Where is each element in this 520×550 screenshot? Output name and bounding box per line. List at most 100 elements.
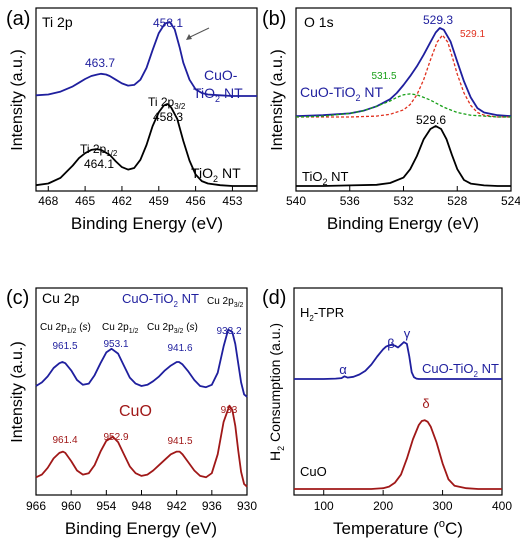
panel-b-title: O 1s (304, 14, 334, 30)
gamma-label: γ (404, 326, 411, 341)
panel-d-x-ticks: 100 200 300 400 (314, 490, 512, 513)
legend-cuo-tio2-b: CuO-TiO2 NT (300, 84, 384, 103)
panel-c-x-ticks: 966 960 954 948 942 936 930 (26, 490, 257, 513)
x-tick-label: 954 (96, 499, 116, 513)
panel-b: (b) O 1s Intensity (a.u.) Binding Energy… (262, 7, 520, 233)
panel-a-label: (a) (6, 8, 30, 30)
legend-tio2-b: TiO2 NT (302, 169, 348, 187)
panel-a-frame (35, 7, 258, 192)
legend-cuo-d: CuO (300, 464, 327, 479)
x-tick-label: 400 (492, 499, 512, 513)
peak-label-529-3: 529.3 (423, 13, 453, 27)
x-tick-label: 300 (433, 499, 453, 513)
peak-961-4: 961.4 (52, 435, 77, 446)
x-tick-label: 200 (373, 499, 393, 513)
peak-933: 933 (221, 405, 238, 416)
delta-label: δ (422, 396, 429, 411)
alpha-label: α (339, 362, 347, 377)
legend-cuo-tio2: TiO2 NT (193, 85, 243, 104)
x-tick-label: 459 (149, 194, 169, 208)
panel-a-xlabel: Binding Energy (eV) (71, 214, 223, 233)
beta-label: β (387, 336, 394, 351)
series-line-0 (294, 341, 502, 380)
x-tick-label: 100 (314, 499, 334, 513)
legend-cuo-c: CuO (119, 403, 152, 420)
x-tick-label: 453 (222, 194, 242, 208)
panel-c-label: (c) (6, 287, 29, 309)
x-tick-label: 960 (61, 499, 81, 513)
panel-d-ylabel: H2 Consumption (a.u.) (267, 323, 286, 461)
label-cu2p12-s: Cu 2p1/2 (s) (40, 322, 91, 335)
panel-d-xlabel: Temperature (oC) (333, 518, 463, 538)
peak-933-2: 933.2 (216, 326, 241, 337)
peak-label-531-5: 531.5 (371, 71, 396, 82)
label-cu2p12: Cu 2p1/2 (102, 322, 139, 335)
peak-label-458-3: 458.3 (153, 110, 183, 124)
panel-a-x-ticks: 468 465 462 459 456 453 (38, 186, 243, 208)
series-line-1 (35, 103, 257, 187)
panel-d-series (294, 341, 502, 490)
panel-b-label: (b) (262, 8, 286, 30)
peak-953-1: 953.1 (103, 339, 128, 350)
peak-label-458-1: 458.1 (153, 16, 183, 30)
peak-961-5: 961.5 (52, 341, 77, 352)
panel-c-xlabel: Binding Energy (eV) (65, 519, 217, 538)
panel-b-annotations: 529.3 529.1 531.5 CuO-TiO2 NT 529.6 TiO2… (300, 13, 485, 187)
label-cu2p32: Cu 2p3/2 (207, 296, 244, 309)
panel-a-annotations: 463.7 458.1 Ti 2p3/2 458.3 Ti 2p1/2 464.… (80, 16, 243, 184)
x-tick-label: 942 (167, 499, 187, 513)
x-tick-label: 966 (26, 499, 46, 513)
panel-d-annotations: α β γ CuO-TiO2 NT δ CuO (300, 326, 499, 479)
peak-952-9: 952.9 (103, 432, 128, 443)
peak-label-529-6: 529.6 (416, 113, 446, 127)
panel-c-title: Cu 2p (42, 290, 80, 306)
ti2p12-label: Ti 2p1/2 (80, 142, 118, 158)
series-line-3 (296, 125, 511, 187)
x-tick-label: 540 (286, 194, 306, 208)
peak-941-6: 941.6 (167, 343, 192, 354)
panel-b-series (295, 27, 512, 187)
x-tick-label: 456 (186, 194, 206, 208)
panel-c: (c) Cu 2p Intensity (a.u.) Binding Energ… (6, 287, 257, 538)
legend-cuo-tio2-c: CuO-TiO2 NT (122, 291, 199, 309)
panel-a-ylabel: Intensity (a.u.) (9, 49, 26, 150)
x-tick-label: 465 (75, 194, 95, 208)
panel-d-title: H2-TPR (300, 305, 344, 323)
peak-941-5: 941.5 (167, 436, 192, 447)
panel-d: (d) H2-TPR H2 Consumption (a.u.) Tempera… (262, 287, 512, 538)
x-tick-label: 468 (38, 194, 58, 208)
panel-b-xlabel: Binding Energy (eV) (327, 214, 479, 233)
series-line-1 (294, 419, 502, 490)
peak-label-463-7: 463.7 (85, 56, 115, 70)
ti2p32-label: Ti 2p3/2 (148, 95, 186, 111)
series-line-1 (296, 34, 511, 118)
panel-a-series (35, 21, 257, 187)
panel-c-ylabel: Intensity (a.u.) (9, 341, 26, 442)
panel-d-label: (d) (262, 287, 286, 309)
x-tick-label: 930 (237, 499, 257, 513)
label-cu2p32-s: Cu 2p3/2 (s) (147, 322, 198, 335)
panel-a: (a) Ti 2p Intensity (a.u.) Binding Energ… (6, 7, 258, 233)
panel-d-frame (293, 287, 503, 496)
peak-label-464-1: 464.1 (84, 157, 114, 171)
panel-a-title: Ti 2p (42, 14, 73, 30)
legend-cuo-dash: CuO- (204, 67, 238, 83)
series-line-2 (295, 93, 511, 118)
panel-b-x-ticks: 540 536 532 528 524 (286, 186, 520, 208)
x-tick-label: 528 (447, 194, 467, 208)
x-tick-label: 524 (501, 194, 520, 208)
legend-tio2: TiO2 NT (191, 165, 241, 184)
x-tick-label: 948 (131, 499, 151, 513)
x-tick-label: 532 (393, 194, 413, 208)
series-line-0 (295, 27, 512, 117)
x-tick-label: 936 (202, 499, 222, 513)
peak-label-529-1: 529.1 (460, 29, 485, 40)
panel-c-annotations: CuO-TiO2 NT Cu 2p1/2 (s) Cu 2p1/2 Cu 2p3… (40, 291, 244, 447)
x-tick-label: 536 (340, 194, 360, 208)
series-line-0 (35, 21, 257, 97)
series-line-1 (35, 404, 248, 488)
x-tick-label: 462 (112, 194, 132, 208)
legend-cuo-tio2-d: CuO-TiO2 NT (422, 361, 499, 379)
panel-b-ylabel: Intensity (a.u.) (269, 49, 286, 150)
